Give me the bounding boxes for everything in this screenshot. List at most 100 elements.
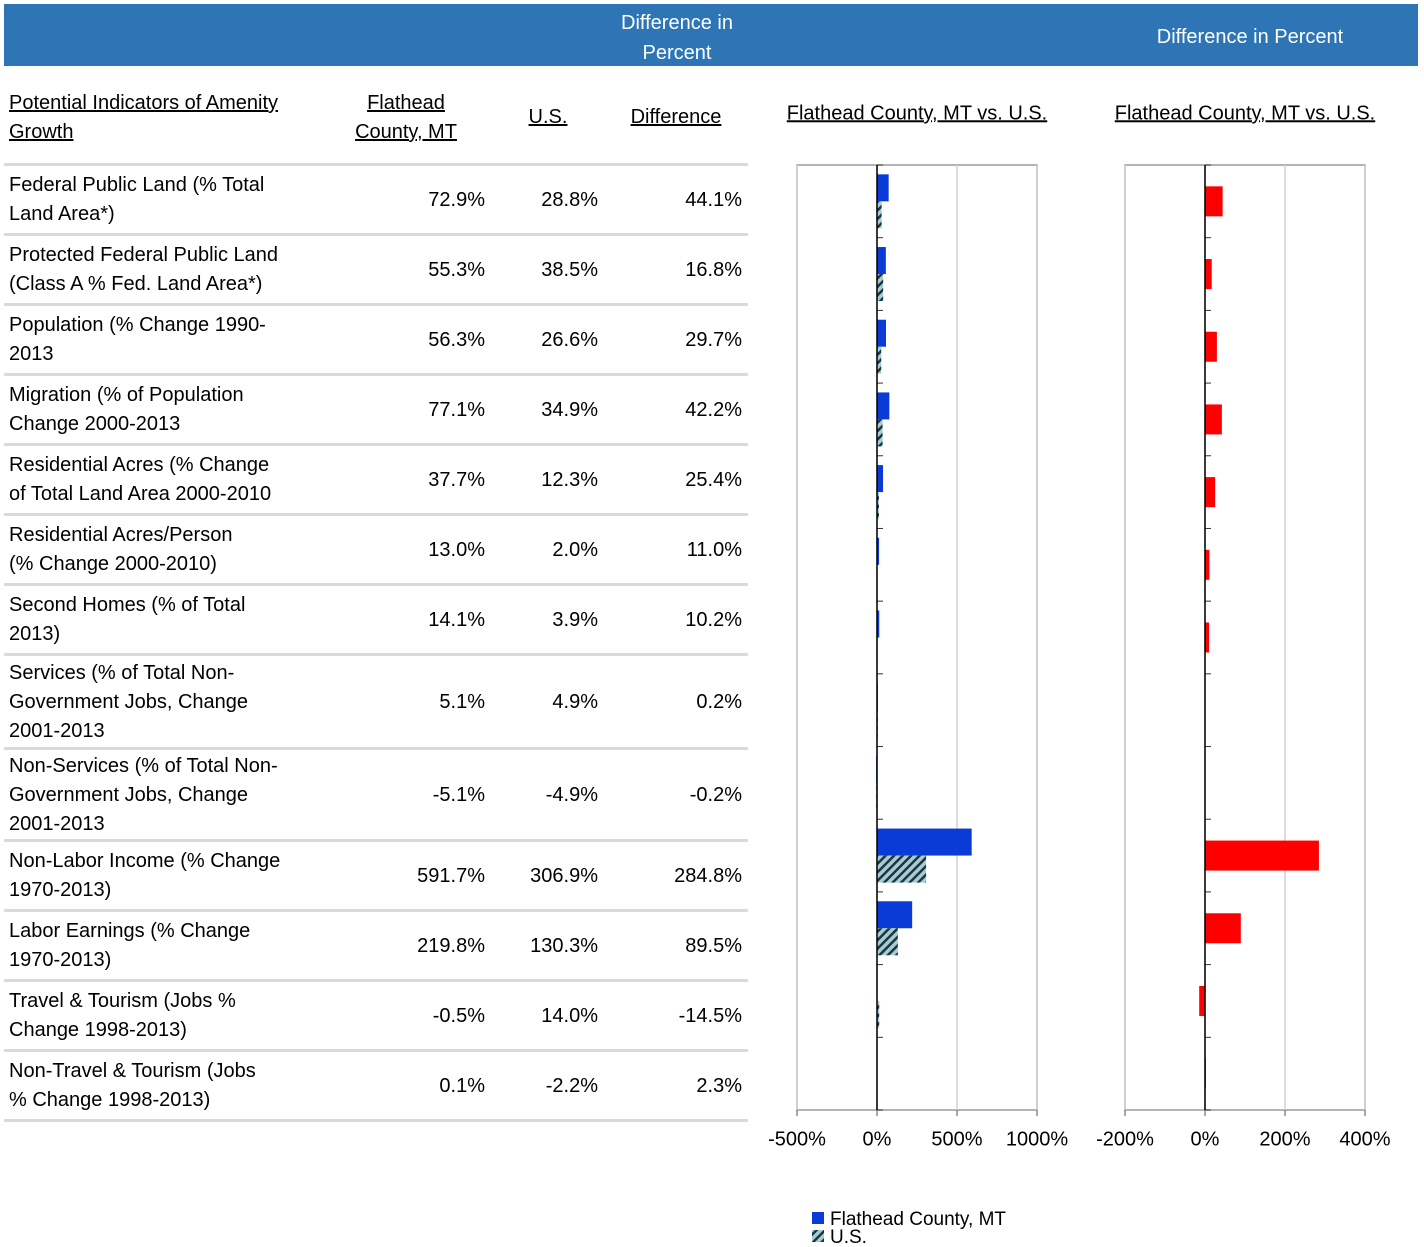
row-label: Population (% Change 1990- 2013: [9, 314, 266, 365]
x-tick-label: -500%: [768, 1128, 826, 1150]
legend-swatch: [812, 1230, 824, 1242]
cell-value: 44.1%: [685, 188, 742, 211]
cell-value: 130.3%: [530, 934, 598, 957]
bar: [877, 855, 927, 883]
cell-value: 306.9%: [530, 864, 598, 887]
legend-swatch: [812, 1212, 824, 1224]
bar: [1205, 404, 1222, 435]
cell-value: 0.2%: [696, 690, 742, 713]
row-label: Migration (% of Population Change 2000-2…: [9, 384, 244, 435]
row-separator: [4, 909, 748, 912]
cell-value: -0.2%: [689, 783, 742, 806]
legend-label: Flathead County, MT: [830, 1209, 1006, 1230]
x-tick-label: -200%: [1096, 1128, 1154, 1150]
row-label: Non-Labor Income (% Change 1970-2013): [9, 850, 281, 901]
cell-value: 2.3%: [696, 1074, 742, 1097]
row-separator: [4, 513, 748, 516]
row-label: Residential Acres (% Change of Total Lan…: [9, 454, 272, 505]
row-separator: [4, 233, 748, 236]
bar: [877, 492, 879, 520]
cell-value: 13.0%: [428, 538, 485, 561]
cell-value: 10.2%: [685, 608, 742, 631]
row-separator: [4, 653, 748, 656]
plot-area: [1124, 164, 1366, 1111]
bar: [877, 610, 880, 638]
bar: [1205, 913, 1241, 944]
row-label: Services (% of Total Non- Government Job…: [9, 661, 249, 742]
bar: [1205, 622, 1210, 653]
row-label: Non-Services (% of Total Non- Government…: [9, 754, 278, 835]
cell-value: 2.0%: [552, 538, 598, 561]
bar: [1205, 259, 1212, 290]
row-separator: [4, 1049, 748, 1052]
x-tick-label: 0%: [863, 1128, 892, 1150]
cell-value: 37.7%: [428, 468, 485, 491]
cell-value: 55.3%: [428, 258, 485, 281]
bar: [877, 1000, 880, 1028]
bar: [877, 247, 886, 275]
bar: [877, 928, 898, 956]
bar: [877, 419, 883, 447]
row-label: Second Homes (% of Total 2013): [9, 594, 246, 645]
bar: [1205, 331, 1217, 362]
legend-label: U.S.: [830, 1227, 867, 1247]
column-header: Potential Indicators of Amenity Growth: [9, 92, 279, 143]
cell-value: 591.7%: [417, 864, 485, 887]
cell-value: 89.5%: [685, 934, 742, 957]
cell-value: -2.2%: [545, 1074, 598, 1097]
bar: [877, 828, 972, 856]
bar: [1199, 985, 1205, 1016]
cell-value: -0.5%: [432, 1004, 485, 1027]
row-label: Federal Public Land (% Total Land Area*): [9, 174, 265, 225]
bar: [877, 319, 887, 347]
x-tick-label: 400%: [1339, 1128, 1390, 1150]
cell-value: 56.3%: [428, 328, 485, 351]
row-separator: [4, 443, 748, 446]
bar: [877, 901, 913, 929]
bar: [877, 274, 884, 302]
row-label: Protected Federal Public Land (Class A %…: [9, 244, 279, 295]
row-label: Labor Earnings (% Change 1970-2013): [9, 920, 251, 971]
chart-banner: Difference in Percent: [1156, 26, 1344, 48]
cell-value: 11.0%: [686, 538, 742, 561]
row-separator: [4, 583, 748, 586]
cell-value: -5.1%: [432, 783, 485, 806]
cell-value: -4.9%: [545, 783, 598, 806]
row-separator: [4, 303, 748, 306]
bar: [1205, 477, 1216, 508]
chart-title: Flathead County, MT vs. U.S.: [787, 102, 1047, 124]
cell-value: 12.3%: [541, 468, 598, 491]
bar: [877, 465, 884, 493]
x-tick-label: 200%: [1259, 1128, 1310, 1150]
cell-value: 4.9%: [552, 690, 598, 713]
header-banner: [4, 4, 1418, 66]
difference-banner: Difference in Percent: [621, 12, 733, 64]
bar: [877, 346, 882, 374]
row-label: Residential Acres/Person (% Change 2000-…: [9, 524, 233, 575]
cell-value: 0.1%: [439, 1074, 485, 1097]
cell-value: 14.1%: [428, 608, 485, 631]
bar: [877, 174, 889, 202]
cell-value: -14.5%: [678, 1004, 742, 1027]
cell-value: 38.5%: [541, 258, 598, 281]
cell-value: 42.2%: [685, 398, 742, 421]
cell-value: 3.9%: [552, 608, 598, 631]
row-separator: [4, 979, 748, 982]
row-separator: [4, 373, 748, 376]
row-label: Travel & Tourism (Jobs % Change 1998-201…: [9, 990, 236, 1041]
cell-value: 28.8%: [541, 188, 598, 211]
column-header: Flathead County, MT: [355, 92, 457, 143]
bar: [877, 201, 882, 229]
cell-value: 77.1%: [428, 398, 485, 421]
bar: [877, 537, 880, 565]
cell-value: 219.8%: [417, 934, 485, 957]
cell-value: 284.8%: [674, 864, 742, 887]
row-separator: [4, 747, 748, 750]
cell-value: 16.8%: [685, 258, 742, 281]
cell-value: 72.9%: [428, 188, 485, 211]
cell-value: 29.7%: [685, 328, 742, 351]
plot-area: [796, 164, 1038, 1111]
row-separator: [4, 839, 748, 842]
chart-title: Flathead County, MT vs. U.S.: [1115, 102, 1375, 124]
